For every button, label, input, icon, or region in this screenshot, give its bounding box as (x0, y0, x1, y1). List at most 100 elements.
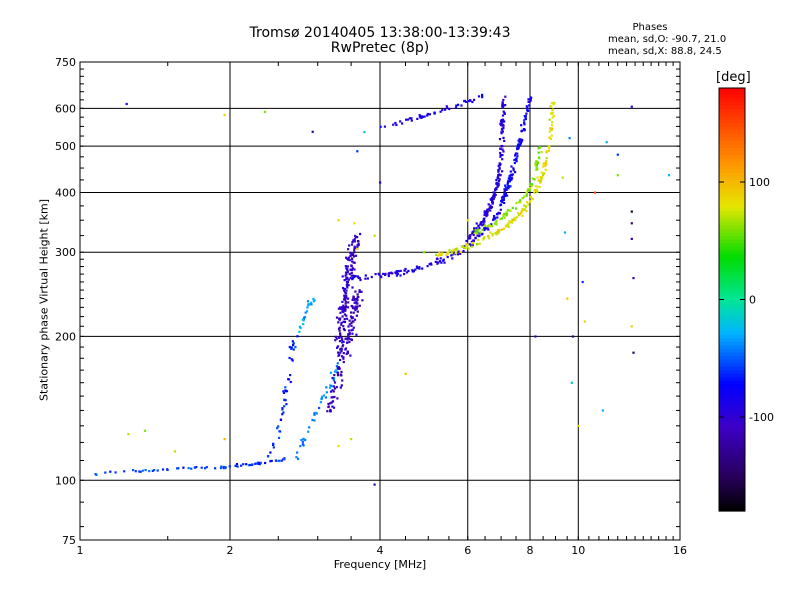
data-point (347, 297, 350, 300)
data-point (502, 150, 505, 153)
data-point (312, 297, 315, 300)
data-point (474, 237, 477, 240)
data-point (337, 444, 340, 448)
data-point (177, 467, 180, 470)
colorbar-segment (719, 236, 745, 241)
data-point (347, 258, 350, 261)
data-point (405, 118, 408, 121)
data-point (289, 374, 292, 377)
data-point (475, 222, 478, 225)
data-point (538, 185, 541, 189)
data-point (315, 412, 318, 415)
y-axis-label: Stationary phase Virtual Height [km] (37, 198, 51, 402)
data-point (520, 211, 523, 214)
data-point (507, 222, 510, 225)
data-point (462, 250, 465, 253)
data-point (350, 274, 353, 277)
colorbar-segment (719, 225, 745, 230)
colorbar-segment (719, 324, 745, 329)
y-tick-label: 400 (55, 186, 76, 199)
data-point (312, 300, 315, 303)
data-point (353, 318, 357, 321)
data-point (522, 195, 526, 198)
data-point (477, 228, 480, 232)
data-point (332, 385, 335, 388)
data-point (337, 327, 341, 330)
data-point (346, 338, 349, 341)
data-point (345, 314, 348, 317)
y-tick-label: 75 (62, 534, 76, 547)
data-point (337, 351, 340, 354)
data-point (320, 397, 323, 400)
data-point (336, 346, 339, 349)
data-point (373, 234, 376, 237)
phases-o-stats: mean, sd,O: -90.7, 21.0 (608, 34, 727, 45)
data-point (269, 451, 272, 454)
data-point (630, 210, 633, 213)
data-point (236, 465, 239, 468)
data-point (339, 306, 342, 309)
data-point (415, 265, 418, 268)
data-point (534, 162, 537, 165)
data-point (292, 342, 295, 345)
data-point (356, 236, 359, 239)
data-point (542, 165, 545, 168)
data-point (347, 325, 350, 328)
data-point (516, 155, 519, 158)
data-point (418, 266, 421, 269)
data-point (548, 145, 551, 148)
colorbar-segment (719, 102, 745, 107)
data-point (494, 188, 497, 191)
data-point (499, 208, 502, 211)
data-point (497, 228, 501, 232)
data-point (378, 273, 381, 276)
data-point (483, 213, 486, 217)
data-point (486, 213, 489, 216)
data-point (345, 294, 348, 297)
data-point (344, 308, 347, 311)
colorbar-segment (719, 154, 745, 160)
data-point (478, 242, 481, 245)
data-point (426, 265, 429, 268)
colorbar-segment (719, 207, 745, 212)
colorbar-segment (719, 419, 745, 424)
data-point (537, 179, 540, 182)
data-point (331, 400, 335, 403)
data-point (438, 253, 441, 256)
data-point (347, 278, 350, 281)
data-point (466, 246, 469, 249)
data-point (498, 178, 501, 181)
data-point (351, 260, 354, 263)
data-point (304, 438, 307, 442)
data-point (537, 156, 541, 159)
data-point (310, 303, 313, 306)
data-point (358, 290, 361, 294)
data-point (336, 371, 340, 374)
data-point (545, 163, 548, 166)
data-point (410, 117, 413, 120)
data-point (539, 180, 542, 183)
data-point (496, 177, 499, 180)
data-point (437, 261, 440, 264)
data-point (667, 174, 671, 177)
data-point (527, 203, 530, 206)
data-point (535, 168, 538, 171)
data-point (439, 110, 442, 113)
data-point (503, 201, 506, 205)
data-point (308, 426, 311, 429)
colorbar-segment (719, 200, 745, 205)
data-point (426, 114, 429, 117)
data-point (344, 300, 347, 303)
data-point (605, 141, 608, 144)
data-point (349, 254, 352, 257)
data-point (352, 255, 355, 258)
data-point (497, 180, 501, 183)
data-point (450, 254, 453, 257)
colorbar-segment (719, 197, 745, 202)
data-point (504, 186, 507, 189)
data-point (489, 231, 492, 234)
colorbar-segment (719, 303, 745, 308)
colorbar-segment (719, 123, 745, 128)
colorbar-segment (719, 295, 745, 301)
data-point (156, 469, 159, 472)
